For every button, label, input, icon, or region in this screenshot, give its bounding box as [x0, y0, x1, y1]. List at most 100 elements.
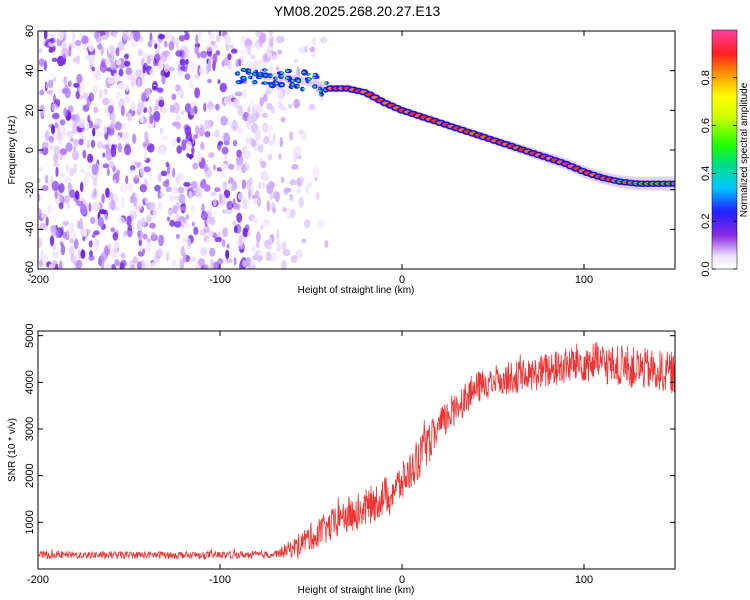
noise-blob [246, 198, 251, 206]
noise-blob [204, 264, 209, 269]
noise-blob [252, 60, 260, 71]
noise-blob [115, 31, 119, 35]
noise-blob [89, 31, 93, 34]
noise-blob [81, 229, 88, 237]
noise-blob [188, 107, 194, 113]
noise-blob [191, 221, 195, 227]
noise-blob [61, 47, 69, 59]
noise-blob [221, 146, 229, 155]
noise-blob [51, 103, 58, 112]
snr-x-tick-label: -100 [209, 574, 231, 586]
noise-blob [131, 264, 135, 269]
noise-blob [146, 241, 152, 252]
noise-blob [44, 174, 49, 184]
noise-blob [91, 66, 96, 72]
noise-blob [247, 105, 251, 116]
noise-blob [99, 88, 103, 100]
spectrogram-x-ticks: -200 -100 0 100 [27, 31, 593, 286]
noise-blob [144, 197, 149, 205]
spectrogram-y-tick-label: -20 [24, 182, 36, 198]
noise-blob [180, 109, 186, 116]
noise-blob [99, 209, 107, 215]
noise-blob [293, 98, 301, 109]
noise-blob [177, 186, 185, 194]
noise-blob [177, 70, 185, 77]
noise-blob [175, 121, 182, 130]
ridge-core [313, 85, 317, 88]
noise-blob [55, 166, 59, 178]
noise-blob [282, 207, 287, 213]
noise-blob [99, 61, 108, 73]
noise-blob [54, 122, 59, 129]
noise-blob [192, 162, 199, 170]
noise-blob [119, 183, 128, 194]
noise-blob [58, 202, 64, 210]
noise-blob [299, 176, 304, 184]
noise-blob [145, 214, 152, 223]
noise-blob [160, 69, 166, 77]
noise-blob [110, 247, 119, 259]
noise-blob [48, 79, 54, 89]
noise-blob [193, 226, 199, 236]
noise-blob [90, 139, 95, 149]
noise-blob [208, 152, 215, 159]
noise-blob [116, 169, 120, 177]
colorbar-tick-label: 0.2 [700, 214, 712, 229]
snr-x-tick-label: -200 [27, 574, 49, 586]
noise-blob [190, 256, 197, 262]
noise-blob [222, 227, 229, 238]
noise-blob [269, 38, 274, 47]
noise-blob [72, 57, 77, 63]
noise-blob [177, 172, 185, 181]
noise-blob [227, 53, 232, 61]
noise-blob [301, 238, 307, 244]
noise-blob [103, 125, 108, 134]
noise-blob [153, 110, 161, 123]
noise-blob [250, 123, 259, 134]
noise-blob [125, 82, 129, 93]
noise-blob [49, 136, 55, 144]
noise-blob [149, 222, 156, 229]
ridge-core [318, 90, 322, 93]
noise-blob [200, 210, 208, 221]
noise-blob [82, 104, 90, 112]
noise-blob [50, 124, 56, 135]
ridge-core [285, 76, 289, 80]
noise-blob [51, 180, 60, 192]
noise-blob [290, 255, 298, 263]
noise-blob [315, 192, 320, 200]
noise-blob [93, 230, 100, 236]
noise-blob [72, 150, 80, 161]
noise-blob [280, 117, 286, 123]
noise-blob [236, 127, 244, 135]
noise-blob [212, 44, 219, 50]
noise-blob [213, 209, 217, 216]
ridge-core [263, 68, 268, 71]
noise-blob [203, 102, 207, 112]
noise-blob [220, 163, 228, 171]
snr-y-tick-label: 3000 [24, 417, 36, 441]
noise-blob [139, 184, 147, 193]
noise-blob [68, 182, 72, 190]
spectrogram-x-tick-label: 100 [575, 274, 593, 286]
noise-blob [57, 31, 64, 41]
noise-blob [233, 257, 237, 266]
noise-blob [38, 58, 45, 67]
noise-blob [157, 201, 163, 211]
noise-blob [93, 106, 99, 114]
noise-blob [172, 187, 179, 194]
noise-blob [110, 45, 116, 57]
noise-blob [262, 171, 268, 180]
noise-blob [55, 131, 63, 141]
snr-x-ticks: -200 -100 0 100 [27, 331, 593, 586]
noise-blob [163, 40, 168, 48]
noise-blob [307, 182, 313, 187]
noise-blob [143, 178, 148, 187]
noise-blob [171, 138, 177, 147]
noise-blob [268, 124, 274, 132]
noise-blob [304, 219, 311, 229]
noise-blob [148, 106, 153, 115]
noise-blob [55, 230, 60, 239]
noise-blob [289, 179, 297, 186]
noise-blob [166, 216, 170, 222]
